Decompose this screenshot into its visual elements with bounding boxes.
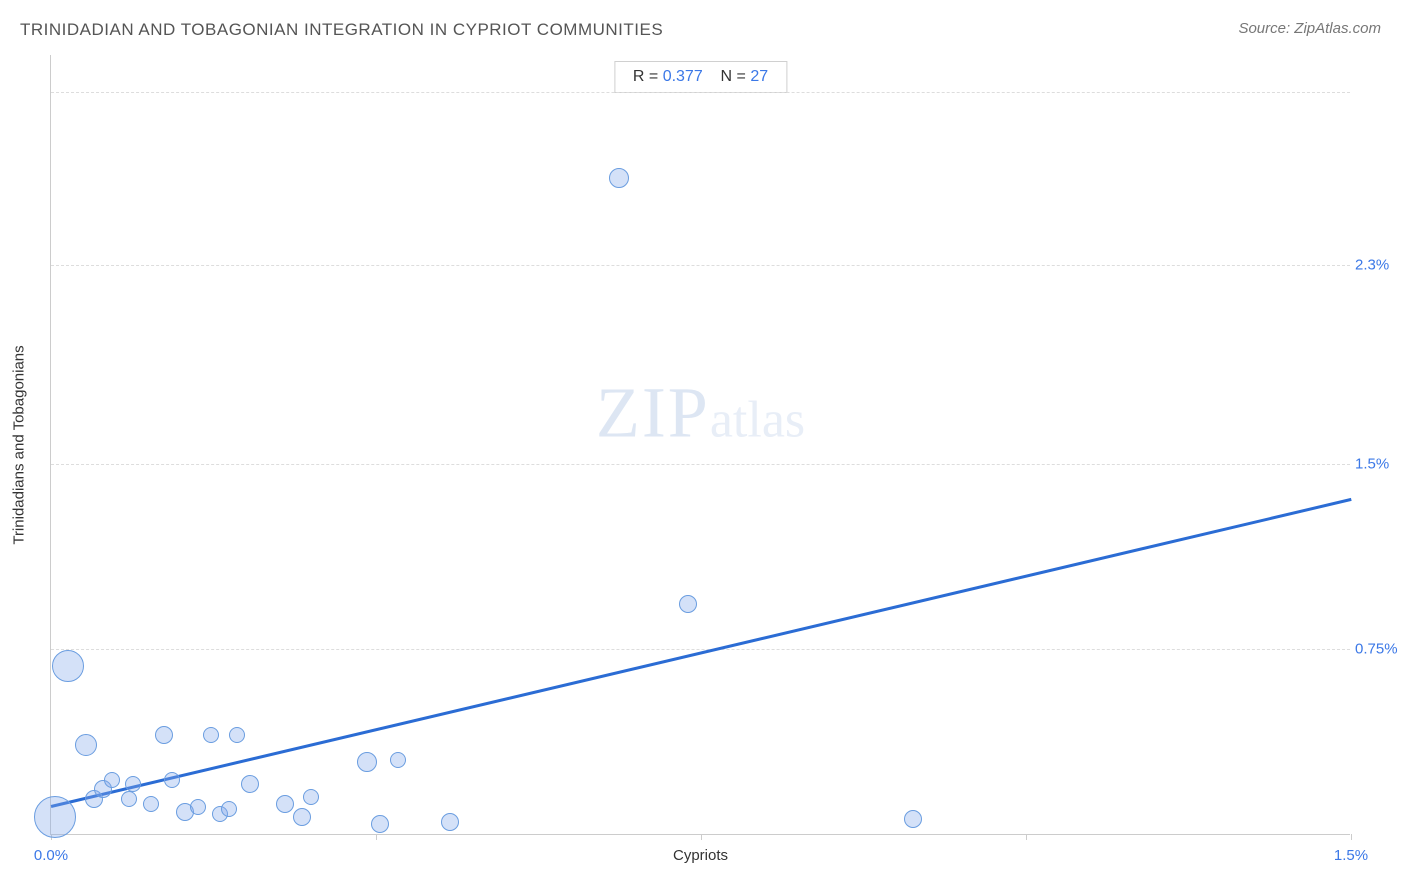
data-point bbox=[155, 726, 173, 744]
x-tick bbox=[1351, 834, 1352, 840]
x-tick-label: 1.5% bbox=[1334, 847, 1368, 864]
data-point bbox=[125, 776, 141, 792]
n-value: 27 bbox=[750, 68, 768, 85]
data-point bbox=[121, 791, 137, 807]
data-point bbox=[229, 727, 245, 743]
data-point bbox=[357, 752, 377, 772]
data-point bbox=[104, 772, 120, 788]
trendline bbox=[51, 498, 1352, 807]
gridline bbox=[51, 92, 1350, 93]
data-point bbox=[203, 727, 219, 743]
data-point bbox=[190, 799, 206, 815]
r-label: R = bbox=[633, 68, 658, 85]
chart-title: TRINIDADIAN AND TOBAGONIAN INTEGRATION I… bbox=[20, 20, 663, 40]
watermark: ZIPatlas bbox=[596, 372, 805, 455]
data-point bbox=[143, 796, 159, 812]
data-point bbox=[276, 795, 294, 813]
data-point bbox=[441, 813, 459, 831]
data-point bbox=[679, 595, 697, 613]
gridline bbox=[51, 265, 1350, 266]
data-point bbox=[75, 734, 97, 756]
data-point bbox=[609, 168, 629, 188]
data-point bbox=[164, 772, 180, 788]
y-axis-label: Trinidadians and Tobagonians bbox=[11, 345, 28, 544]
source-label: Source: ZipAtlas.com bbox=[1238, 20, 1381, 37]
gridline bbox=[51, 464, 1350, 465]
x-axis-label: Cypriots bbox=[673, 847, 728, 864]
data-point bbox=[221, 801, 237, 817]
data-point bbox=[371, 815, 389, 833]
data-point bbox=[241, 775, 259, 793]
data-point bbox=[34, 796, 76, 838]
data-point bbox=[293, 808, 311, 826]
x-tick bbox=[701, 834, 702, 840]
x-tick-label: 0.0% bbox=[34, 847, 68, 864]
scatter-chart: ZIPatlas R = 0.377 N = 27 Trinidadians a… bbox=[50, 55, 1350, 835]
y-tick-label: 0.75% bbox=[1355, 641, 1405, 658]
y-tick-label: 2.3% bbox=[1355, 257, 1405, 274]
r-value: 0.377 bbox=[663, 68, 703, 85]
y-tick-label: 1.5% bbox=[1355, 455, 1405, 472]
n-label: N = bbox=[721, 68, 746, 85]
data-point bbox=[390, 752, 406, 768]
data-point bbox=[52, 650, 84, 682]
x-tick bbox=[1026, 834, 1027, 840]
watermark-atlas: atlas bbox=[710, 392, 805, 449]
x-tick bbox=[376, 834, 377, 840]
stats-box: R = 0.377 N = 27 bbox=[614, 61, 787, 93]
data-point bbox=[303, 789, 319, 805]
data-point bbox=[904, 810, 922, 828]
watermark-zip: ZIP bbox=[596, 373, 710, 453]
gridline bbox=[51, 649, 1350, 650]
